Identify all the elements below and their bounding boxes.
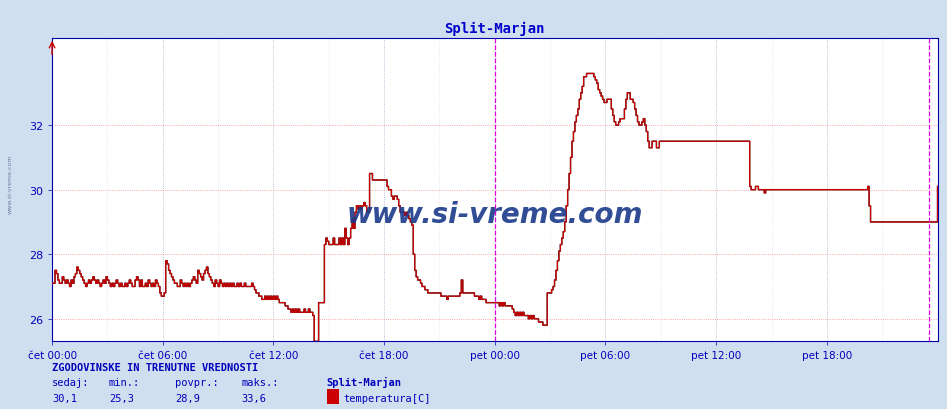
Text: 30,1: 30,1 — [52, 393, 77, 403]
Text: Split-Marjan: Split-Marjan — [327, 376, 402, 387]
Text: 25,3: 25,3 — [109, 393, 134, 403]
Text: ZGODOVINSKE IN TRENUTNE VREDNOSTI: ZGODOVINSKE IN TRENUTNE VREDNOSTI — [52, 362, 259, 372]
Text: 28,9: 28,9 — [175, 393, 200, 403]
Title: Split-Marjan: Split-Marjan — [444, 22, 545, 36]
Text: povpr.:: povpr.: — [175, 377, 219, 387]
Text: sedaj:: sedaj: — [52, 377, 90, 387]
Text: min.:: min.: — [109, 377, 140, 387]
Text: temperatura[C]: temperatura[C] — [344, 393, 431, 403]
Text: maks.:: maks.: — [241, 377, 279, 387]
Text: 33,6: 33,6 — [241, 393, 266, 403]
Text: www.si-vreme.com: www.si-vreme.com — [8, 154, 12, 214]
Text: www.si-vreme.com: www.si-vreme.com — [347, 200, 643, 228]
